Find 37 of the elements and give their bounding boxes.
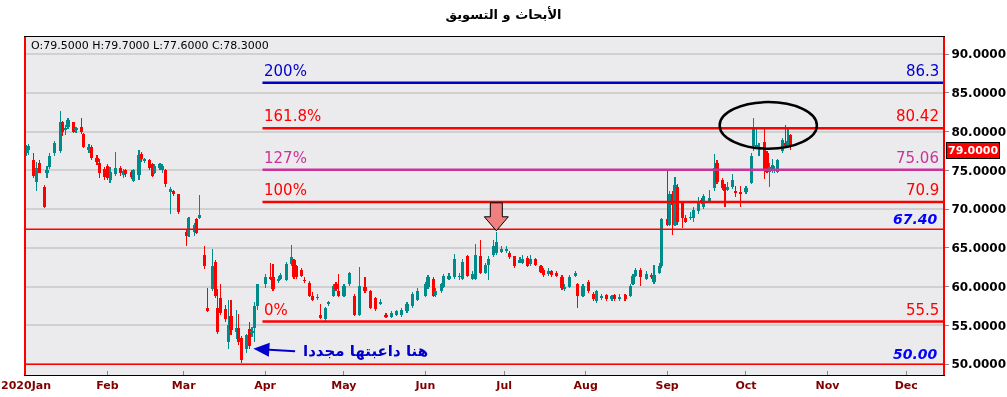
ref-line-label: 50.00	[893, 346, 938, 362]
y-tick-label: 65.0000	[951, 241, 1007, 256]
x-tick-label: Nov	[815, 379, 841, 393]
x-tick-label: May	[331, 379, 357, 393]
data-label: 75.06	[896, 149, 939, 167]
chart-title: الأبحاث و التسويق	[445, 6, 562, 23]
text: 79.0000	[948, 144, 999, 157]
y-tick-label: 50.0000	[951, 357, 1007, 372]
data-label: 80.42	[896, 107, 939, 125]
x-tick-label: Mar	[171, 379, 197, 393]
series-label: 100%	[264, 181, 307, 199]
x-tick-label: Jun	[414, 379, 436, 393]
x-tick-label: Feb	[96, 379, 119, 393]
x-tick-label: Oct	[735, 379, 757, 393]
x-tick-label: Jul	[495, 379, 513, 393]
y-tick-label: 90.0000	[951, 47, 1007, 62]
x-tick-label: Sep	[655, 379, 679, 393]
series-label: 127%	[264, 149, 307, 167]
x-tick-label: Aug	[573, 379, 598, 393]
series-label: 200%	[264, 62, 307, 80]
data-label: 86.3	[906, 62, 940, 80]
x-tick-label: Apr	[254, 379, 277, 393]
y-tick-label: 70.0000	[951, 202, 1007, 217]
annotation: O:79.5000 H:79.7000 L:77.6000 C:78.3000	[31, 39, 269, 52]
series-label: 0%	[264, 301, 288, 319]
series-label: 161.8%	[264, 107, 322, 125]
ref-line-label: 67.40	[893, 211, 938, 227]
y-tick-label: 75.0000	[951, 163, 1007, 178]
y-tick-label: 80.0000	[951, 124, 1007, 139]
y-tick-label: 85.0000	[951, 86, 1007, 101]
y-tick-label: 60.0000	[951, 279, 1007, 294]
data-label: 55.5	[906, 301, 940, 319]
annotation: هنا داعبتها مجددا	[303, 342, 429, 360]
x-tick-label: Dec	[894, 379, 918, 393]
x-tick-label: 2020Jan	[1, 379, 51, 393]
y-tick-label: 55.0000	[951, 318, 1007, 333]
data-label: 70.9	[906, 181, 940, 199]
